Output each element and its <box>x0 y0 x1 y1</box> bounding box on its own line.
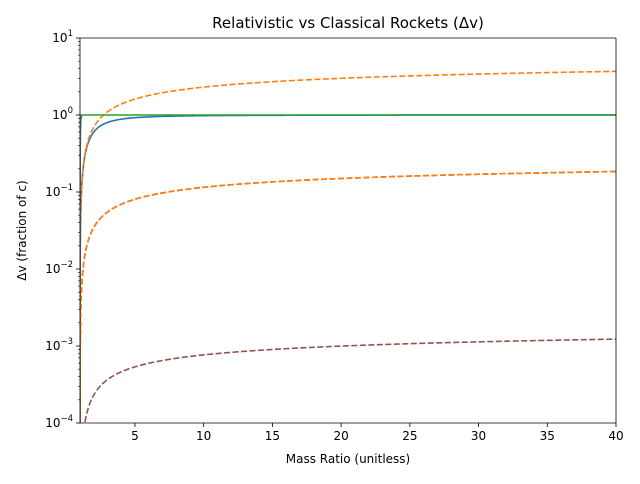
series-line-3 <box>80 114 616 423</box>
series-line-7 <box>84 338 616 423</box>
y-tick-label: 10−4 <box>45 414 73 430</box>
plot-background <box>80 38 616 423</box>
chart-title: Relativistic vs Classical Rockets (Δv) <box>212 14 484 32</box>
series-line-5 <box>80 170 616 423</box>
x-tick-label: 25 <box>402 429 417 443</box>
y-axis-label: Δv (fraction of c) <box>15 180 29 280</box>
y-tick-label: 100 <box>52 106 73 122</box>
x-tick-label: 5 <box>131 429 139 443</box>
x-tick-label: 35 <box>540 429 555 443</box>
x-tick-label: 10 <box>196 429 211 443</box>
plot-area <box>80 38 616 423</box>
x-tick-label: 20 <box>333 429 348 443</box>
x-axis-label: Mass Ratio (unitless) <box>286 452 410 466</box>
series-line-2 <box>80 70 616 423</box>
y-tick-label: 10−3 <box>45 337 73 353</box>
series-layer <box>80 70 616 423</box>
y-tick-label: 10−1 <box>45 183 73 199</box>
x-tick-label: 40 <box>608 429 623 443</box>
y-tick-label: 101 <box>52 29 73 45</box>
x-tick-label: 15 <box>265 429 280 443</box>
axes-frame <box>79 37 617 424</box>
ticks-layer: 5 10 15 20 25 30 35 40 10−4 10−3 10−2 10−1 100 101 <box>45 29 623 443</box>
y-tick-label: 10−2 <box>45 260 73 276</box>
x-tick-label: 30 <box>471 429 486 443</box>
